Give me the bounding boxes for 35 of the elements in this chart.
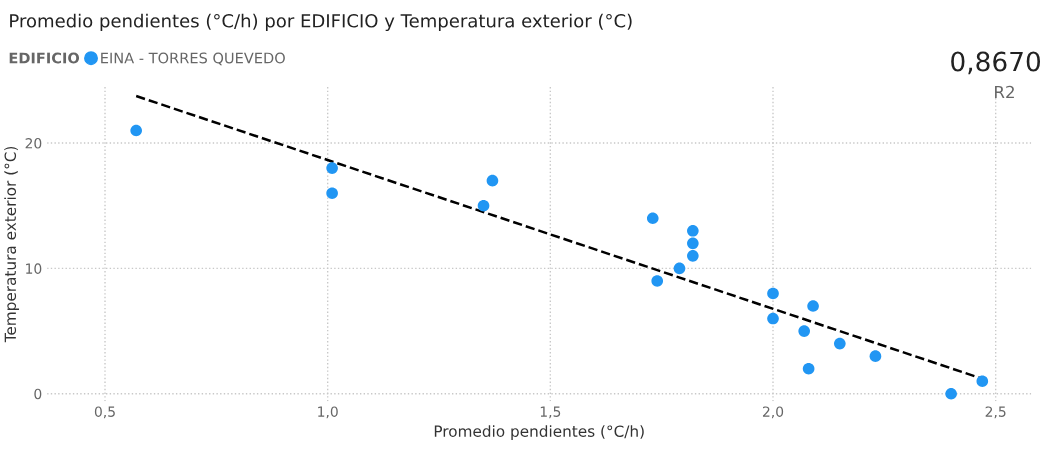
x-tick-label: 0,5 [94,406,115,419]
point [687,237,699,250]
point [945,387,957,400]
chart-title: Promedio pendientes (°C/h) por EDIFICIO y Temperatura exterior (°C) [10,13,632,32]
y-tick-label: 10 [26,263,42,274]
legend-title: EDIFICIO [9,52,80,64]
point [807,300,819,312]
x-tick-label: 1,5 [540,406,561,419]
point [802,362,815,375]
point [326,187,338,199]
point [767,287,779,300]
point [687,250,699,262]
y-tick-label: 20 [25,138,42,149]
x-tick-label: 2,0 [762,406,784,419]
point [798,325,810,337]
y-axis-title: Temperatura exterior (°C) [4,146,20,343]
point [477,199,490,212]
point [869,350,882,362]
point [687,224,699,237]
point [651,275,664,287]
point [130,124,142,137]
point [646,212,659,225]
point [976,375,989,388]
legend-label: EINA - TORRES QUEVEDO [101,52,285,66]
text: 0,8670 [951,51,1041,75]
y-tick-label: 0 [34,388,42,400]
x-tick-label: 2,5 [985,406,1006,419]
point [767,312,779,325]
point [486,174,499,187]
x-tick-label: 1,0 [318,406,338,419]
point [673,262,686,275]
point [833,337,846,350]
x-axis-title: Promedio pendientes (°C/h) [434,425,644,440]
point [326,162,338,174]
annotation: R2 [995,85,1014,99]
